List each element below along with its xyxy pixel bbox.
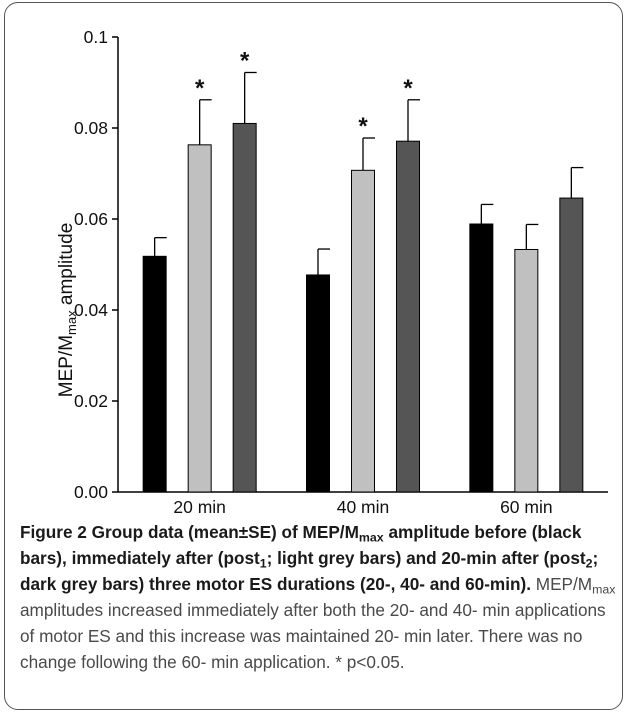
caption-title: Figure 2 Group data (mean±SE) of MEP/Mma… <box>20 522 599 594</box>
bar <box>142 255 167 493</box>
x-tick-labels: 20 min 40 min 60 min <box>173 497 552 516</box>
bar <box>306 274 330 493</box>
y-tick-label: 0.00 <box>74 482 108 502</box>
y-tick-label: 0.08 <box>74 118 108 138</box>
y-axis-label-sub: max <box>64 310 79 335</box>
x-tick-label: 40 min <box>337 497 390 516</box>
y-tick-label: 0.04 <box>74 300 108 320</box>
bar <box>559 197 584 493</box>
bar <box>514 248 539 493</box>
bar <box>396 140 420 493</box>
bar-chart: 0.00 0.02 0.04 0.06 0.08 0.1 * * * * 20 min 40 mi… <box>56 27 608 516</box>
significance-star: * <box>403 75 413 102</box>
error-bars <box>154 71 584 275</box>
y-tick-labels: 0.00 0.02 0.04 0.06 0.08 0.1 <box>74 27 108 502</box>
y-tick-label: 0.06 <box>74 209 108 229</box>
significance-star: * <box>195 75 205 102</box>
caption-body: MEP/Mmax amplitudes increased immediatel… <box>20 574 616 672</box>
significance-star: * <box>240 47 250 74</box>
bar <box>187 144 212 493</box>
bars <box>142 122 584 493</box>
bar <box>351 169 375 493</box>
significance-star: * <box>358 113 368 140</box>
bar <box>469 223 494 493</box>
x-tick-label: 20 min <box>173 497 226 516</box>
x-tick-label: 60 min <box>500 497 553 516</box>
figure-caption: Figure 2 Group data (mean±SE) of MEP/Mma… <box>20 519 616 675</box>
y-tick-label: 0.02 <box>74 391 108 411</box>
y-tick-label: 0.1 <box>84 27 108 47</box>
y-axis-label-tail: amplitude <box>56 223 77 311</box>
y-axis-label: MEP/Mmax amplitude <box>56 223 79 398</box>
y-axis-label-main: MEP/M <box>56 335 77 397</box>
bar <box>232 122 257 493</box>
significance-markers: * * * * <box>195 47 413 140</box>
